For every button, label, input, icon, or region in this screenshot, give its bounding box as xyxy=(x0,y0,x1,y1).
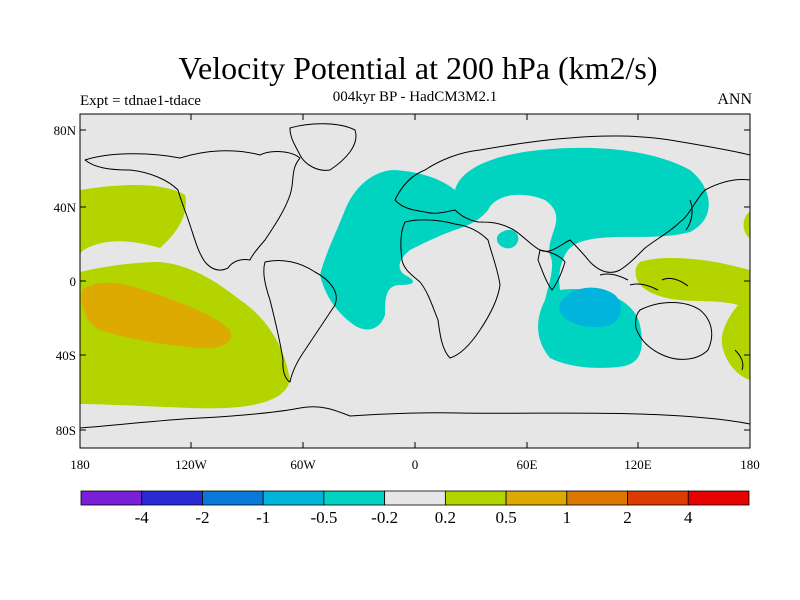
chart-subtitle: 004kyr BP - HadCM3M2.1 xyxy=(332,89,498,105)
colorbar-label: 2 xyxy=(623,508,632,527)
antarctica-coastline xyxy=(80,406,750,429)
lat-tick-label: 80S xyxy=(56,423,76,438)
south-america-coastline xyxy=(263,259,337,383)
colorbar-swatch xyxy=(687,490,750,506)
lon-tick-label: 0 xyxy=(412,457,419,472)
colorbar-label: -0.5 xyxy=(310,508,337,527)
pacific-positive-region xyxy=(80,185,290,409)
colorbar-swatch xyxy=(262,490,325,506)
lon-tick-label: 60W xyxy=(290,457,316,472)
japan-coastline xyxy=(685,199,693,231)
arabian-negative-blob xyxy=(496,229,519,249)
edge-positive-region xyxy=(743,212,750,238)
eurasia-coastline xyxy=(394,135,750,273)
experiment-label: Expt = tdnae1-tdace xyxy=(80,93,201,109)
colorbar-label: -2 xyxy=(195,508,209,527)
maritime-continent-coastline xyxy=(599,273,689,291)
pacific-positive-core xyxy=(81,282,232,349)
colorbar-swatch xyxy=(323,490,386,506)
africa-coastline xyxy=(400,219,501,359)
colorbar-swatch xyxy=(566,490,628,506)
colorbar-label: 1 xyxy=(563,508,572,527)
lon-tick-label: 120W xyxy=(175,457,208,472)
lat-tick-label: 0 xyxy=(70,274,77,289)
lat-tick-label: 40S xyxy=(56,348,76,363)
chart-title: Velocity Potential at 200 hPa (km2/s) xyxy=(178,50,658,86)
colorbar-swatch xyxy=(505,490,568,506)
lat-tick-label: 40N xyxy=(54,200,77,215)
lon-tick-label: 120E xyxy=(624,457,652,472)
west-pacific-positive-region xyxy=(635,258,750,380)
new-zealand-coastline xyxy=(734,349,744,371)
latitude-ticks: 80N 40N 0 40S 80S xyxy=(54,123,750,438)
colorbar-label: -4 xyxy=(135,508,150,527)
india-coastline xyxy=(537,249,566,291)
colorbar-label: 0.5 xyxy=(495,508,516,527)
colorbar-swatch xyxy=(384,490,446,506)
colorbar: -4 -2 -1 -0.5 -0.2 0.2 0.5 1 2 4 xyxy=(80,490,750,527)
lon-tick-label: 180 xyxy=(70,457,90,472)
colorbar-label: 0.2 xyxy=(435,508,456,527)
lat-tick-label: 80N xyxy=(54,123,77,138)
lon-tick-label: 180 xyxy=(740,457,760,472)
greenland-coastline xyxy=(289,123,357,171)
indian-ocean-negative-core xyxy=(559,287,622,328)
colorbar-swatch xyxy=(80,490,143,506)
longitude-ticks: 180 120W 60W 0 60E 120E 180 xyxy=(70,114,760,472)
lon-tick-label: 60E xyxy=(517,457,538,472)
colorbar-swatch xyxy=(444,490,507,506)
map-field xyxy=(80,114,750,448)
colorbar-label: 4 xyxy=(684,508,693,527)
colorbar-swatch xyxy=(202,490,264,506)
colorbar-swatch xyxy=(141,490,203,506)
colorbar-label: -1 xyxy=(256,508,270,527)
season-label: ANN xyxy=(717,91,752,108)
colorbar-swatch xyxy=(627,490,689,506)
north-america-coastline xyxy=(84,150,301,271)
colorbar-label: -0.2 xyxy=(371,508,398,527)
australia-coastline xyxy=(635,302,713,360)
coastlines xyxy=(80,123,750,429)
